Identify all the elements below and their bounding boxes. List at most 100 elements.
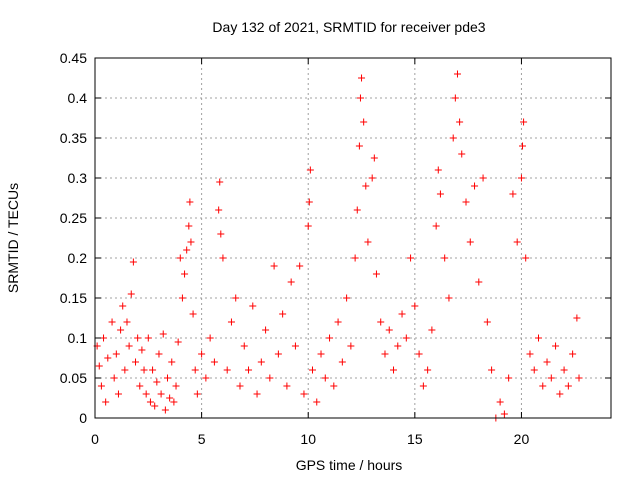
data-point	[519, 142, 527, 150]
x-tick-label: 15	[407, 431, 423, 447]
data-point	[377, 318, 385, 326]
data-point	[362, 182, 370, 190]
data-point	[451, 94, 459, 102]
data-point	[535, 334, 543, 342]
data-point	[552, 342, 560, 350]
data-point	[170, 398, 178, 406]
data-point	[517, 174, 525, 182]
data-point	[356, 94, 364, 102]
data-point	[142, 390, 150, 398]
data-point	[466, 238, 474, 246]
data-point	[270, 262, 278, 270]
data-point	[424, 366, 432, 374]
data-point	[132, 358, 140, 366]
data-point	[471, 182, 479, 190]
data-point	[178, 294, 186, 302]
data-point	[449, 134, 457, 142]
data-point	[530, 366, 538, 374]
data-points	[93, 70, 583, 422]
data-point	[189, 310, 197, 318]
data-point	[407, 254, 415, 262]
data-point	[575, 374, 583, 382]
data-point	[353, 206, 361, 214]
data-point	[306, 166, 314, 174]
data-point	[398, 310, 406, 318]
x-tick-label: 5	[198, 431, 206, 447]
data-point	[155, 350, 163, 358]
data-point	[385, 326, 393, 334]
data-point	[291, 342, 299, 350]
plot-frame	[94, 57, 612, 419]
data-point	[415, 350, 423, 358]
data-point	[358, 74, 366, 82]
data-point	[505, 374, 513, 382]
data-point	[390, 366, 398, 374]
data-point	[432, 222, 440, 230]
data-point	[360, 118, 368, 126]
data-point	[95, 362, 103, 370]
data-point	[496, 398, 504, 406]
x-tick-label: 20	[514, 431, 530, 447]
data-point	[219, 254, 227, 262]
data-point	[140, 366, 148, 374]
x-tick-label: 0	[91, 431, 99, 447]
data-point	[114, 390, 122, 398]
data-point	[159, 330, 167, 338]
data-point	[157, 390, 165, 398]
data-point	[125, 342, 133, 350]
y-tick-label: 0.35	[60, 130, 87, 146]
data-point	[326, 334, 334, 342]
data-point	[317, 350, 325, 358]
data-point	[351, 254, 359, 262]
data-point	[509, 190, 517, 198]
data-point	[174, 338, 182, 346]
data-point	[313, 398, 321, 406]
data-point	[355, 142, 363, 150]
data-point	[370, 154, 378, 162]
data-point	[305, 198, 313, 206]
data-point	[334, 318, 342, 326]
data-point	[216, 178, 224, 186]
data-point	[144, 334, 152, 342]
data-point	[526, 350, 534, 358]
data-point	[136, 382, 144, 390]
data-point	[266, 374, 274, 382]
data-point	[210, 358, 218, 366]
y-tick-label: 0.15	[60, 290, 87, 306]
data-point	[206, 334, 214, 342]
data-point	[547, 374, 555, 382]
axis-ticks	[94, 57, 611, 419]
data-point	[441, 254, 449, 262]
data-point	[253, 390, 261, 398]
data-point	[462, 198, 470, 206]
data-point	[394, 342, 402, 350]
data-point	[249, 302, 257, 310]
data-point	[129, 258, 137, 266]
x-tick-label: 10	[300, 431, 316, 447]
data-point	[513, 238, 521, 246]
data-point	[456, 118, 464, 126]
data-point	[543, 358, 551, 366]
data-point	[434, 166, 442, 174]
data-point	[146, 398, 154, 406]
y-tick-label: 0	[79, 410, 87, 426]
data-point	[215, 206, 223, 214]
data-point	[198, 350, 206, 358]
data-point	[153, 378, 161, 386]
data-point	[436, 190, 444, 198]
y-tick-label: 0.4	[68, 90, 88, 106]
data-point	[300, 390, 308, 398]
x-tick-labels: 0 5 10 15 20	[91, 431, 529, 447]
data-point	[176, 254, 184, 262]
data-point	[381, 350, 389, 358]
data-point	[573, 314, 581, 322]
data-point	[121, 366, 129, 374]
data-point	[287, 278, 295, 286]
data-point	[564, 382, 572, 390]
data-point	[240, 342, 248, 350]
data-point	[186, 198, 194, 206]
data-point	[368, 174, 376, 182]
data-point	[183, 246, 191, 254]
data-point	[257, 358, 265, 366]
data-point	[127, 290, 135, 298]
